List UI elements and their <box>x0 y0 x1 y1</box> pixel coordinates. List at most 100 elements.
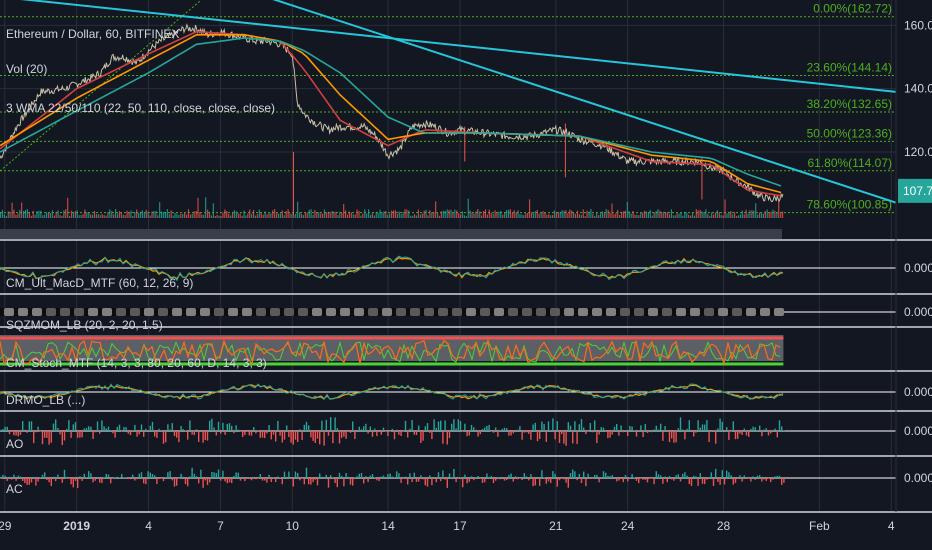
volume-bar <box>458 213 460 218</box>
histogram-bar <box>464 423 466 431</box>
histogram-bar <box>330 475 332 478</box>
histogram-bar <box>88 426 90 431</box>
histogram-bar <box>143 431 145 437</box>
histogram-bar <box>578 424 580 431</box>
histogram-bar <box>26 431 28 433</box>
histogram-bar <box>611 475 613 478</box>
histogram-bar <box>486 425 488 431</box>
volume-bar <box>481 215 483 218</box>
histogram-bar <box>437 421 440 431</box>
volume-bar <box>507 209 510 218</box>
histogram-bar <box>345 473 347 478</box>
histogram-bar <box>57 427 59 431</box>
time-axis[interactable]: 29 2019 4 7 10 14 17 21 24 28 Feb 4 <box>0 519 895 533</box>
wma-50-line[interactable] <box>0 34 782 194</box>
histogram-bar <box>191 467 193 478</box>
histogram-bar <box>369 426 371 431</box>
oscillator-signal-line[interactable] <box>0 255 784 282</box>
squeeze-dot <box>298 308 308 316</box>
volume-bar <box>97 214 99 218</box>
histogram-bar <box>534 422 536 431</box>
volume-bar <box>116 213 119 218</box>
histogram-bar <box>46 431 48 438</box>
histogram-bar <box>418 425 420 431</box>
wma-22-line[interactable] <box>0 30 782 197</box>
volume-bar <box>469 210 471 218</box>
volume-bar <box>505 210 508 218</box>
ao-pane-label: AO <box>6 437 24 451</box>
histogram-bar <box>558 431 561 443</box>
volume-bar <box>195 210 197 218</box>
time-axis-tick-label: 29 <box>0 519 12 533</box>
histogram-bar <box>2 474 4 478</box>
volume-bar <box>707 213 709 218</box>
time-axis-tick-label: 4 <box>145 519 152 533</box>
histogram-bar <box>354 431 356 439</box>
histogram-bar <box>607 475 609 478</box>
histogram-bar <box>517 429 519 431</box>
histogram-bar <box>107 426 110 431</box>
histogram-bar <box>473 478 475 481</box>
histogram-bar <box>332 431 334 444</box>
volume-bar <box>670 209 673 218</box>
volume-bar <box>243 210 245 218</box>
oscillator-signal-line[interactable] <box>0 383 784 401</box>
histogram-bar <box>710 472 712 478</box>
histogram-bar <box>334 478 336 484</box>
volume-bar <box>216 214 218 218</box>
wma-110-line[interactable] <box>0 37 782 187</box>
histogram-bar <box>580 478 583 484</box>
histogram-bar <box>2 429 4 431</box>
volume-bar <box>701 211 703 218</box>
volume-bar <box>661 212 663 218</box>
histogram-bar <box>17 475 19 478</box>
histogram-bar <box>519 426 521 431</box>
histogram-bar <box>312 431 314 441</box>
trendline[interactable] <box>0 0 897 93</box>
histogram-bar <box>398 431 400 435</box>
volume-bar <box>304 213 306 218</box>
price-pane[interactable]: 0.00%(162.72) 23.60%(144.14) 38.20%(132.65… <box>0 0 897 239</box>
volume-bar <box>492 213 494 218</box>
volume-bar <box>130 210 132 218</box>
volume-bar <box>643 210 646 218</box>
volume-bar <box>665 212 667 218</box>
histogram-bar <box>204 431 206 440</box>
volume-bar <box>17 213 19 218</box>
volume-bar <box>124 215 126 218</box>
volume-bar <box>302 215 305 218</box>
volume-bar <box>118 211 121 218</box>
histogram-bar <box>316 478 319 486</box>
volume-bar <box>38 210 40 218</box>
histogram-bar <box>176 478 178 486</box>
volume-bar <box>751 210 753 218</box>
histogram-bar <box>459 477 462 478</box>
volume-bar <box>364 209 366 218</box>
squeeze-dot <box>466 308 476 316</box>
histogram-bar <box>391 476 393 478</box>
histogram-bar <box>550 478 552 483</box>
volume-bar <box>448 210 450 218</box>
histogram-bar <box>279 477 281 478</box>
volume-bar <box>412 215 414 218</box>
trendline[interactable] <box>266 0 897 204</box>
histogram-bar <box>776 475 778 478</box>
histogram-bar <box>543 424 545 431</box>
histogram-bar <box>204 478 206 481</box>
histogram-bar <box>303 424 305 431</box>
histogram-bar <box>781 478 783 485</box>
price-axis-tick-label: 140.00 <box>904 82 932 96</box>
last-price-tag[interactable] <box>898 178 932 203</box>
volume-bar <box>659 210 661 218</box>
histogram-bar <box>499 430 501 431</box>
volume-bar <box>471 212 473 218</box>
histogram-bar <box>688 478 690 485</box>
indicator-panes[interactable] <box>0 239 932 513</box>
histogram-bar <box>611 431 613 435</box>
volume-bar <box>410 215 412 218</box>
squeeze-dot <box>284 308 294 316</box>
histogram-bar <box>541 421 543 431</box>
stoch-k-line[interactable] <box>0 338 781 366</box>
